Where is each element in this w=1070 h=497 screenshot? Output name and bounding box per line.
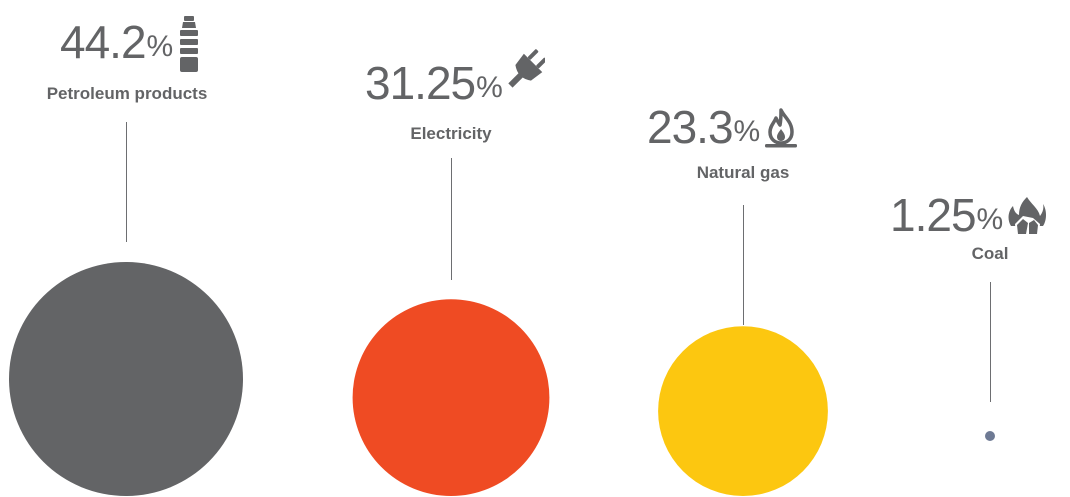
value-number: 1.25: [890, 189, 977, 241]
percent-sign: %: [976, 203, 1004, 236]
percent-sign: %: [476, 71, 503, 104]
leader-line-coal: [990, 282, 991, 402]
percent-sign: %: [146, 30, 174, 63]
category-label-coal: Coal: [971, 244, 1009, 263]
leader-line-electricity: [451, 158, 452, 280]
category-label-natural-gas: Natural gas: [696, 163, 790, 182]
percent-sign: %: [733, 115, 761, 148]
value-number: 23.3: [647, 101, 734, 153]
gas-canister-icon: [180, 16, 199, 72]
value-number: 31.25: [365, 57, 476, 109]
bubble-natural-gas: [658, 326, 828, 496]
flame-icon: [765, 108, 798, 148]
bubble-electricity: [352, 299, 550, 496]
value-label-petroleum-products: 44.2%: [60, 16, 201, 74]
value-number: 44.2: [60, 16, 147, 68]
bubble-petroleum-products: [9, 262, 243, 496]
value-label-coal: 1.25%: [890, 192, 1047, 238]
coal-fire-icon: [1008, 197, 1047, 237]
category-label-electricity: Electricity: [410, 124, 492, 143]
leader-line-petroleum-products: [126, 122, 127, 242]
category-label-petroleum-products: Petroleum products: [46, 84, 208, 103]
bubble-coal: [985, 431, 995, 441]
value-label-natural-gas: 23.3%: [647, 104, 798, 150]
leader-line-natural-gas: [743, 205, 744, 325]
value-label-electricity: 31.25%: [365, 49, 545, 109]
plug-icon: [508, 49, 545, 88]
